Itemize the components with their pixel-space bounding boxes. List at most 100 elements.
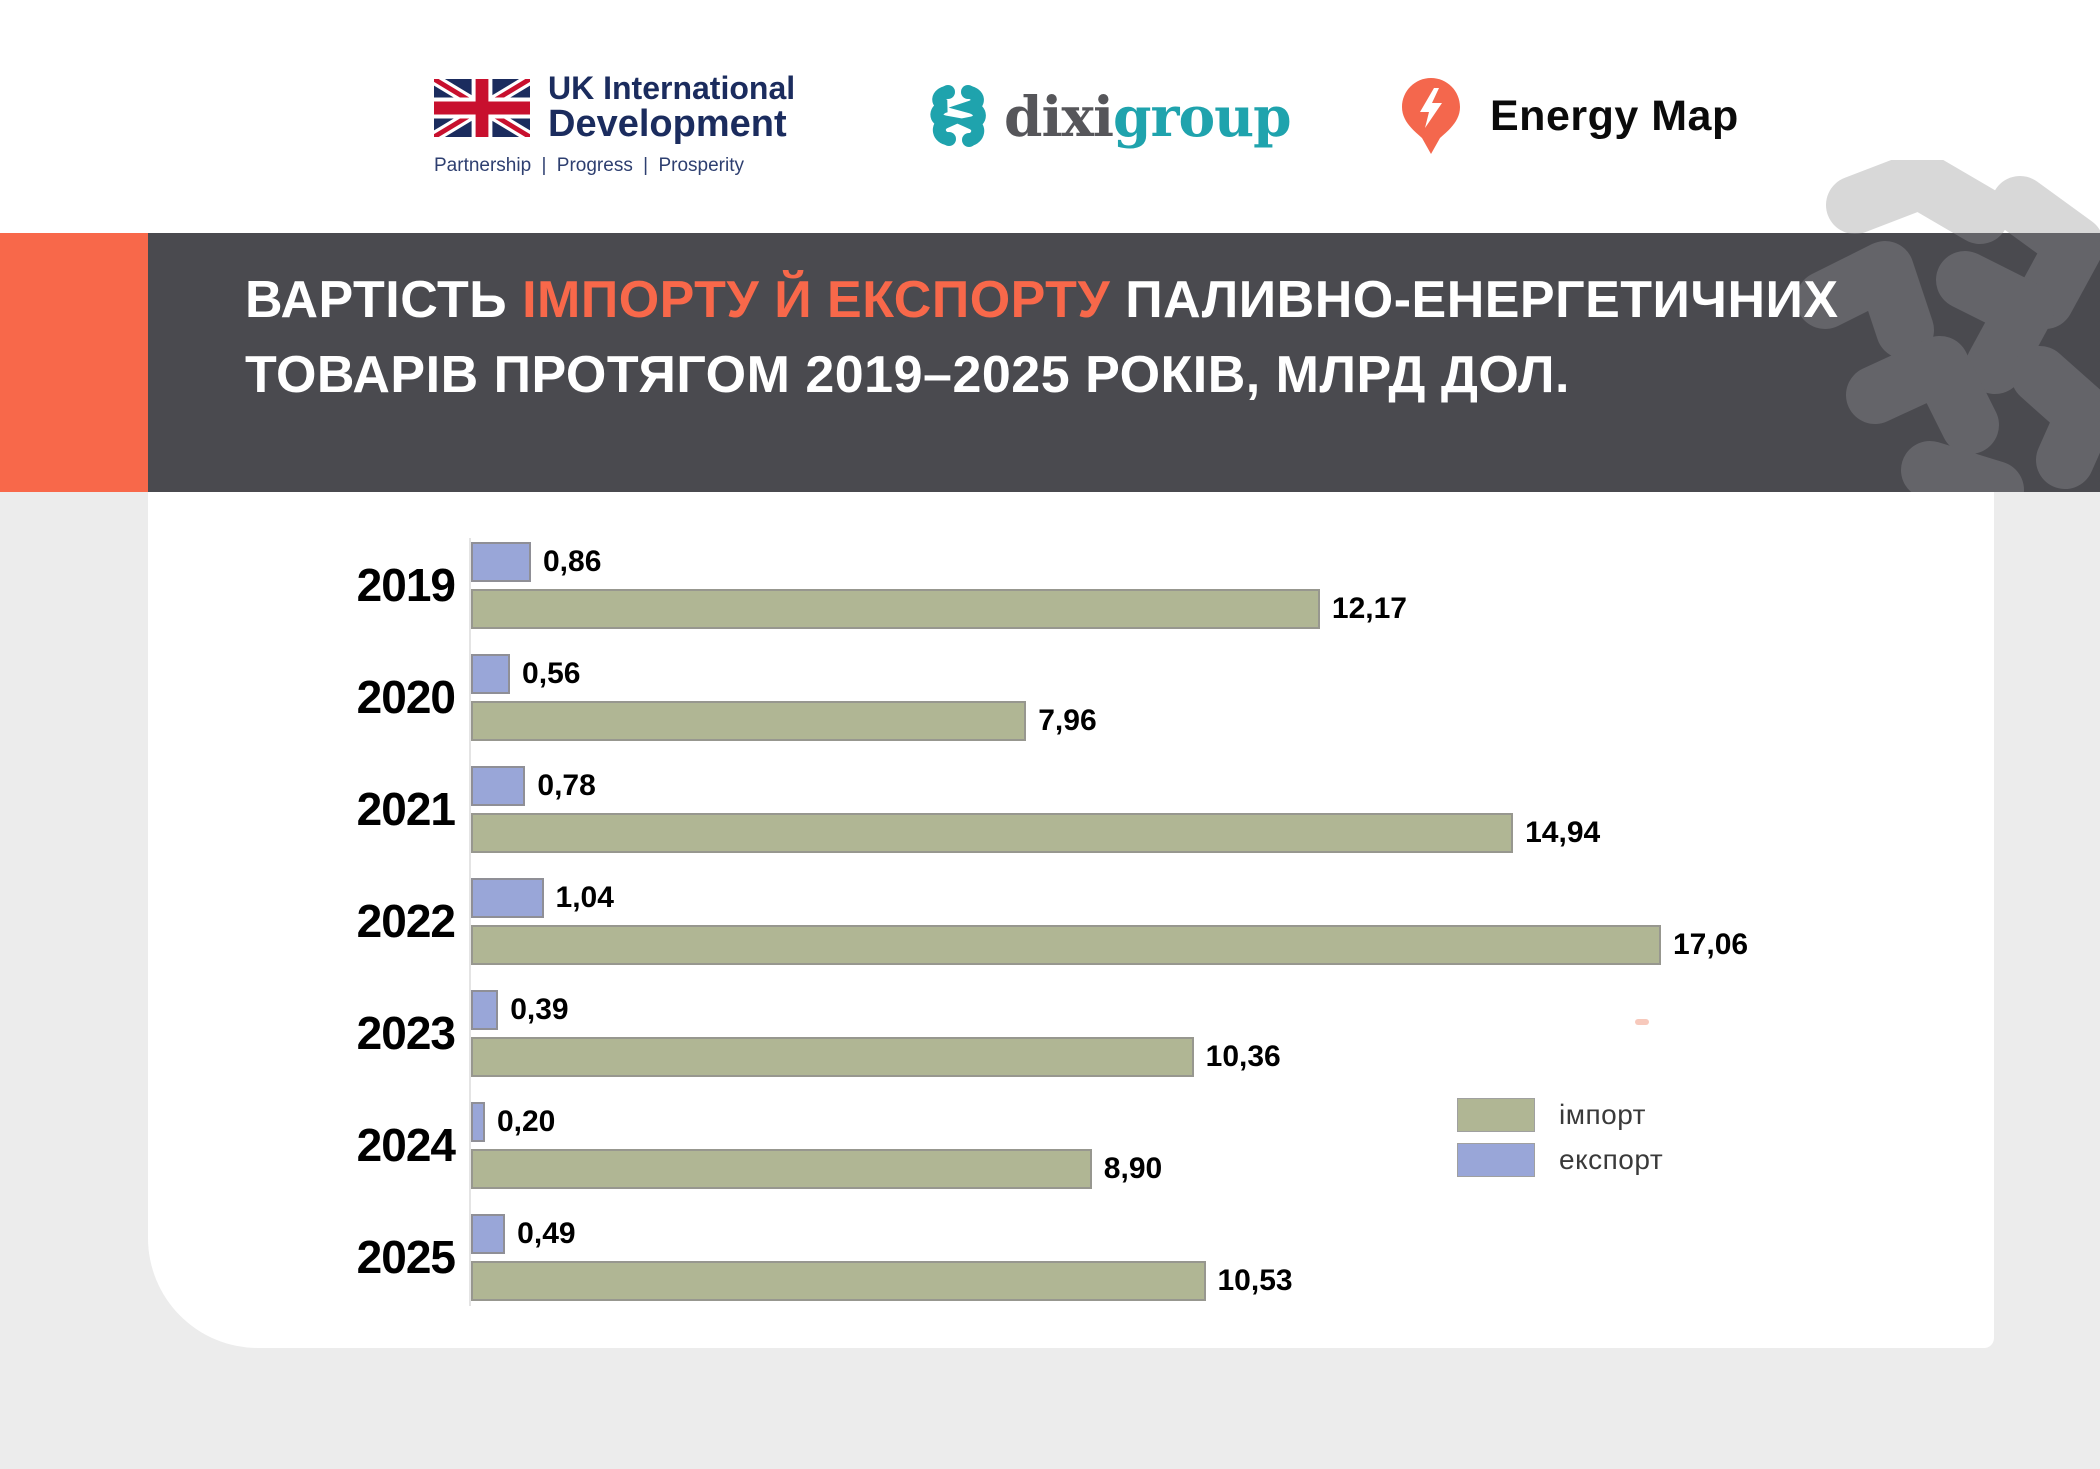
import-bar — [471, 1261, 1206, 1301]
import-bar — [471, 1149, 1092, 1189]
dixi-text: dixi — [1004, 84, 1114, 149]
bar-group: 1,04 17,06 — [471, 878, 1974, 965]
year-label: 2024 — [356, 1119, 456, 1171]
export-bar-row: 0,20 — [471, 1102, 1974, 1142]
year-label: 2022 — [356, 895, 456, 947]
export-value-label: 0,49 — [517, 1217, 576, 1250]
dixigroup-logo: dixigroup — [928, 82, 1292, 152]
energy-map-label: Energy Map — [1490, 91, 1739, 140]
export-value-label: 0,78 — [537, 769, 596, 802]
export-swatch-icon — [1457, 1143, 1535, 1177]
export-bar-row: 0,39 — [471, 990, 1974, 1030]
import-bar-row: 10,36 — [471, 1037, 1974, 1077]
group-text: group — [1113, 84, 1292, 149]
export-value-label: 0,56 — [522, 657, 581, 690]
uk-logo-tagline: Partnership | Progress | Prosperity — [434, 155, 744, 177]
chart-rows: 2019 0,86 12,17 2020 0,56 7,96 2021 0,78 14,94 20… — [148, 542, 1994, 1326]
chart-axis-line — [469, 538, 471, 1306]
dixigroup-icon — [930, 85, 986, 147]
uk-logo-wordmark: UK International Development — [548, 72, 795, 143]
import-value-label: 17,06 — [1673, 928, 1749, 961]
bar-group: 0,56 7,96 — [471, 654, 1974, 741]
legend-label-import: імпорт — [1559, 1099, 1646, 1130]
chart-row: 2022 1,04 17,06 — [148, 878, 1994, 990]
year-label: 2023 — [356, 1007, 456, 1059]
import-value-label: 10,36 — [1205, 1040, 1281, 1073]
legend-item-import: імпорт — [1457, 1098, 1663, 1132]
export-bar — [471, 1214, 506, 1254]
uk-logo-line1: UK International — [548, 70, 796, 106]
legend-item-export: експорт — [1457, 1143, 1663, 1177]
title-suffix: ПАЛИВНО-ЕНЕРГЕТИЧНИХ — [1110, 271, 1839, 329]
export-value-label: 0,39 — [510, 993, 569, 1026]
export-value-label: 0,86 — [542, 545, 602, 578]
bar-group: 0,39 10,36 — [471, 990, 1974, 1077]
chart-row: 2023 0,39 10,36 — [148, 990, 1994, 1102]
decorative-dot — [1635, 1019, 1649, 1025]
title-accent: ІМПОРТУ Й ЕКСПОРТУ — [522, 271, 1111, 329]
import-bar — [471, 813, 1514, 853]
dixigroup-wordmark: dixigroup — [1004, 82, 1292, 152]
export-bar-row: 0,49 — [471, 1214, 1974, 1254]
import-bar-row: 14,94 — [471, 813, 1974, 853]
import-bar-row: 12,17 — [471, 589, 1974, 629]
import-bar-row: 8,90 — [471, 1149, 1974, 1189]
title-banner: ВАРТІСТЬ ІМПОРТУ Й ЕКСПОРТУ ПАЛИВНО-ЕНЕР… — [0, 233, 2100, 492]
chart-row: 2021 0,78 14,94 — [148, 766, 1994, 878]
uk-logo-line2: Development — [548, 102, 787, 145]
import-bar — [471, 1037, 1194, 1077]
export-bar — [471, 542, 531, 582]
import-bar — [471, 701, 1027, 741]
tagline-separator: | — [541, 155, 547, 177]
year-label: 2025 — [356, 1231, 456, 1283]
export-bar-row: 0,86 — [471, 542, 1974, 582]
export-bar — [471, 654, 511, 694]
tagline-progress: Progress — [556, 155, 633, 177]
orange-accent-block — [0, 233, 148, 492]
bar-group: 0,20 8,90 — [471, 1102, 1974, 1189]
chart-row: 2019 0,86 12,17 — [148, 542, 1994, 654]
year-label: 2020 — [356, 671, 456, 723]
tagline-partnership: Partnership — [434, 155, 532, 177]
export-value-label: 1,04 — [555, 881, 614, 914]
export-bar — [471, 1102, 485, 1142]
energy-map-logo: Energy Map — [1398, 76, 1739, 156]
import-bar-row: 17,06 — [471, 925, 1974, 965]
tagline-separator: | — [643, 155, 649, 177]
title-line2: ТОВАРІВ ПРОТЯГОМ 2019–2025 РОКІВ, МЛРД Д… — [245, 346, 1570, 405]
uk-logo-top: UK International Development — [434, 72, 795, 143]
uk-flag-icon — [434, 78, 530, 137]
header: UK International Development Partnership… — [0, 0, 2100, 233]
import-value-label: 7,96 — [1038, 704, 1097, 737]
year-label: 2021 — [356, 783, 456, 835]
export-bar — [471, 990, 499, 1030]
import-value-label: 8,90 — [1103, 1152, 1163, 1185]
bar-group: 0,49 10,53 — [471, 1214, 1974, 1301]
lightning-bolt-icon — [1420, 88, 1442, 128]
energy-map-pin-icon — [1402, 78, 1460, 154]
page-title: ВАРТІСТЬ ІМПОРТУ Й ЕКСПОРТУ ПАЛИВНО-ЕНЕР… — [245, 263, 1839, 414]
import-bar-row: 7,96 — [471, 701, 1974, 741]
blob-pattern-light — [1826, 160, 2100, 233]
export-bar-row: 0,78 — [471, 766, 1974, 806]
chart-legend: імпорт експорт — [1457, 1098, 1663, 1188]
import-bar — [471, 589, 1320, 629]
export-bar — [471, 766, 526, 806]
chart-card: 2019 0,86 12,17 2020 0,56 7,96 2021 0,78 14,94 20… — [148, 492, 1994, 1348]
export-value-label: 0,20 — [496, 1105, 556, 1138]
bar-group: 0,86 12,17 — [471, 542, 1974, 629]
import-swatch-icon — [1457, 1098, 1535, 1132]
import-bar-row: 10,53 — [471, 1261, 1974, 1301]
chart-row: 2025 0,49 10,53 — [148, 1214, 1994, 1326]
chart-row: 2024 0,20 8,90 — [148, 1102, 1994, 1214]
uk-international-development-logo: UK International Development Partnership… — [434, 72, 795, 177]
export-bar-row: 1,04 — [471, 878, 1974, 918]
bar-group: 0,78 14,94 — [471, 766, 1974, 853]
import-bar — [471, 925, 1661, 965]
legend-label-export: експорт — [1559, 1144, 1664, 1175]
year-label: 2019 — [356, 559, 456, 611]
title-line1: ВАРТІСТЬ ІМПОРТУ Й ЕКСПОРТУ ПАЛИВНО-ЕНЕР… — [245, 271, 1839, 329]
export-bar — [471, 878, 544, 918]
import-value-label: 14,94 — [1525, 816, 1601, 849]
